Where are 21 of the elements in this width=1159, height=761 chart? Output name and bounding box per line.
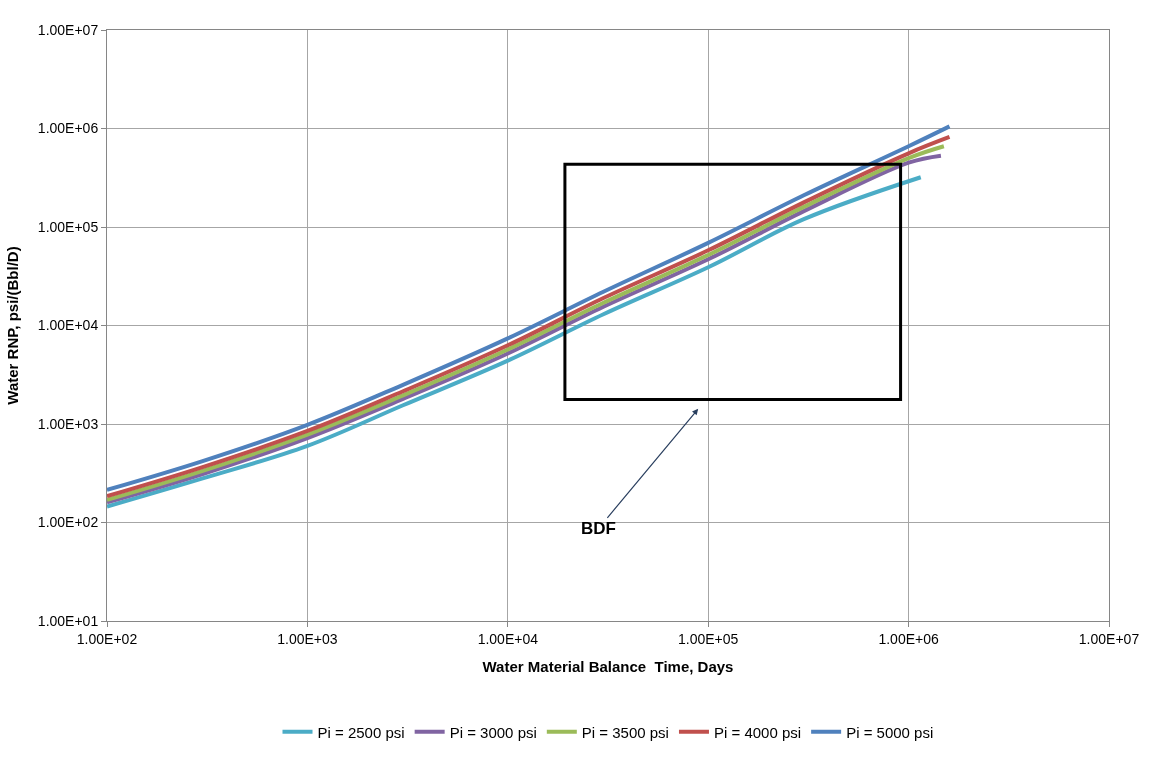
x-tick-label: 1.00E+07 <box>1078 630 1140 647</box>
x-tick-label: 1.00E+05 <box>678 630 739 647</box>
legend-label: Pi = 2500 psi <box>317 723 405 741</box>
x-tick-label: 1.00E+06 <box>878 630 939 647</box>
x-axis-title: Water Material Balance Time, Days <box>482 657 734 675</box>
legend-label: Pi = 3500 psi <box>581 723 669 741</box>
y-tick-label: 1.00E+07 <box>37 21 99 38</box>
annotation: BDF <box>581 519 616 538</box>
y-axis-title: Water RNP, psi/(Bbl/D) <box>4 246 22 405</box>
legend-label: Pi = 3000 psi <box>449 723 537 741</box>
x-tick-label: 1.00E+02 <box>76 630 138 647</box>
y-tick-label: 1.00E+06 <box>37 120 99 137</box>
y-tick-label: 1.00E+01 <box>37 612 99 629</box>
x-tick-label: 1.00E+04 <box>477 630 539 647</box>
y-tick-label: 1.00E+05 <box>37 218 99 235</box>
y-tick-label: 1.00E+02 <box>37 514 99 531</box>
legend-label: Pi = 4000 psi <box>713 723 802 741</box>
x-tick-label: 1.00E+03 <box>277 630 338 647</box>
y-tick-label: 1.00E+04 <box>37 317 99 334</box>
y-tick-label: 1.00E+03 <box>37 415 99 432</box>
legend-label: Pi = 5000 psi <box>846 723 934 741</box>
